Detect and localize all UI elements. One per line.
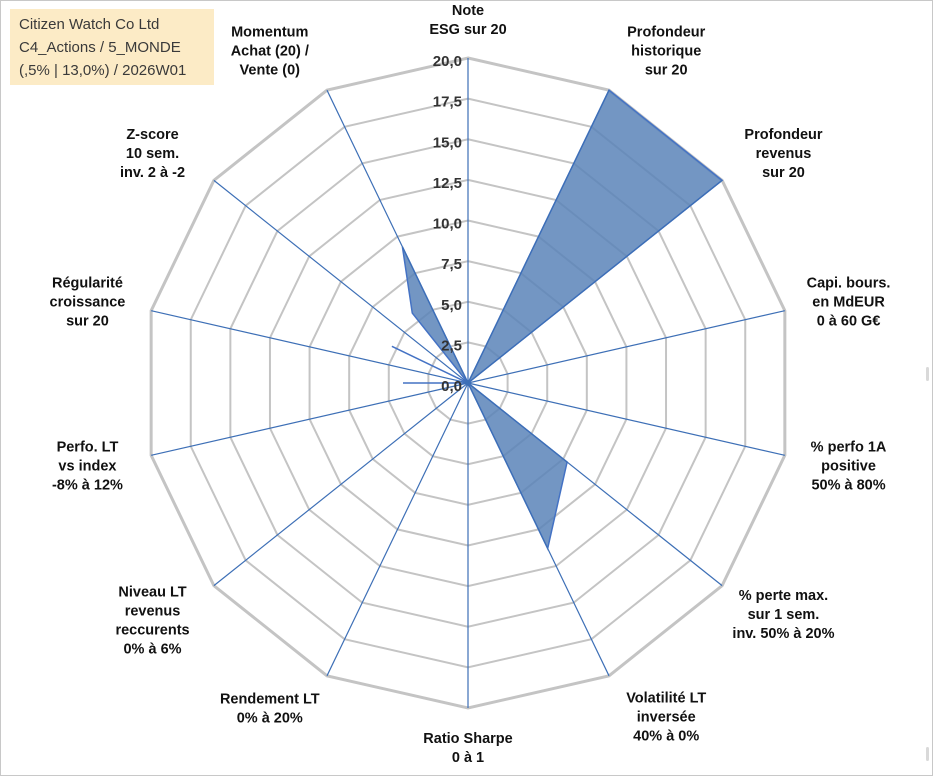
axis-spoke (467, 89, 610, 384)
axis-spoke (467, 310, 785, 384)
axis-label: Perfo. LT vs index -8% à 12% (52, 440, 123, 494)
axis-spoke (467, 179, 723, 384)
axis-label: Profondeur historique sur 20 (627, 25, 705, 79)
axis-label: Rendement LT 0% à 20% (220, 691, 320, 726)
axis-spoke (326, 382, 469, 677)
tick-label: 2,5 (441, 337, 462, 354)
tick-label: 15,0 (433, 134, 462, 151)
company-name: Citizen Watch Co Ltd (19, 16, 160, 33)
axis-label: Régularité croissance sur 20 (50, 275, 126, 329)
axis-spoke (467, 382, 610, 677)
tick-label: 5,0 (441, 297, 462, 314)
axis-labels: Note ESG sur 20 Profondeur historique sur 20… (50, 3, 891, 766)
axis-spoke (467, 382, 785, 456)
scrollbar-thumb-bottom[interactable] (926, 747, 929, 761)
axis-label: % perte max. sur 1 sem. inv. 50% à 20% (732, 588, 834, 642)
tick-label: 17,5 (433, 94, 462, 111)
axis-label: % perfo 1A positive 50% à 80% (811, 440, 887, 494)
axis-spoke (467, 382, 723, 587)
axis-spoke (213, 382, 469, 587)
info-box: Citizen Watch Co Ltd C4_Actions / 5_MOND… (10, 9, 214, 85)
tick-label: 10,0 (433, 216, 462, 233)
tick-label: 12,5 (433, 175, 462, 192)
axis-label: Volatilité LT inversée 40% à 0% (626, 690, 706, 744)
axis-spoke (151, 310, 469, 384)
axis-spoke (151, 382, 469, 456)
axis-label: Z-score 10 sem. inv. 2 à -2 (120, 127, 185, 181)
axis-label: Note ESG sur 20 (429, 3, 506, 38)
tick-label: 0,0 (441, 378, 462, 395)
period-info: (,5% | 13,0%) / 2026W01 (19, 62, 187, 79)
tick-label: 7,5 (441, 256, 462, 273)
axis-label: Momentum Achat (20) / Vente (0) (231, 25, 309, 79)
axis-label: Capi. bours. en MdEUR 0 à 60 G€ (807, 275, 891, 329)
axis-label: Profondeur revenus sur 20 (744, 127, 822, 181)
axis-spoke (326, 89, 469, 384)
tick-label: 20,0 (433, 53, 462, 70)
tick-labels: 0,0 2,5 5,0 7,5 10,0 12,5 15,0 17,5 20,0 (433, 53, 462, 395)
portfolio-path: C4_Actions / 5_MONDE (19, 39, 181, 56)
spoke-layer (151, 58, 785, 708)
axis-label: Niveau LT revenus reccurents 0% à 6% (115, 584, 189, 657)
axis-spoke (213, 179, 469, 384)
scrollbar-thumb-top[interactable] (926, 367, 929, 381)
axis-label: Ratio Sharpe 0 à 1 (423, 731, 512, 766)
